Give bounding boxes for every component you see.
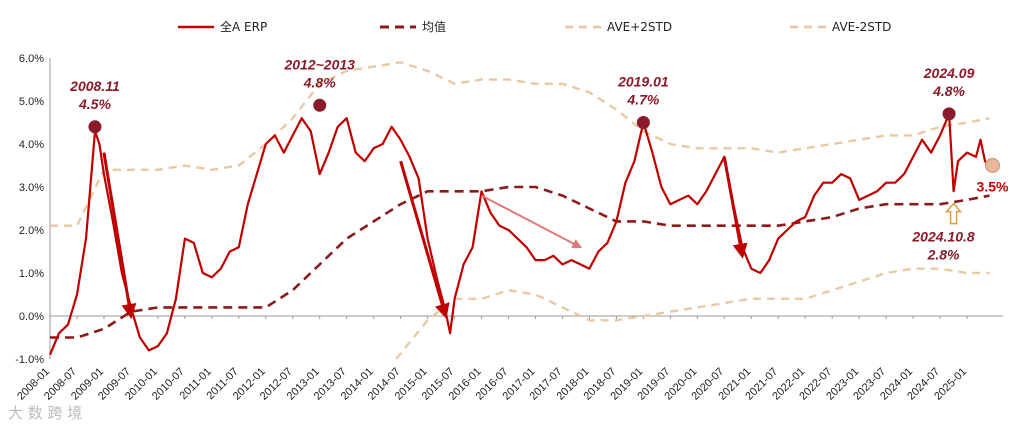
trend-arrow [399,160,450,319]
y-tick-label: 1.0% [19,268,44,280]
y-axis: -1.0% 0.0% 1.0% 2.0% 3.0% 4.0% 5.0% 6.0% [15,53,51,366]
legend-label: 均值 [422,19,446,34]
peak-marker [88,120,102,134]
x-axis: 2008-012008-072009-012009-072010-012010-… [15,315,1003,403]
peak-marker [942,107,956,121]
series-line [48,112,991,356]
peak-value-label: 4.5% [78,96,111,112]
peak-value-label: 4.8% [932,83,965,99]
trend-arrow [102,152,137,319]
legend-label: 全A ERP [220,19,267,34]
watermark: 大 数 跨 境 [8,404,82,422]
y-tick-label: 3.0% [19,182,44,194]
current-marker [985,158,1001,173]
y-tick-label: 4.0% [19,139,44,151]
series-layer [48,61,991,360]
peak-date-label: 2024.09 [923,65,975,81]
y-tick-label: 0.0% [19,311,44,323]
series-line [50,61,990,227]
legend-label: AVE+2STD [607,20,672,34]
trough-date-label: 2024.10.8 [911,229,974,245]
peak-marker [636,116,650,129]
series-line [395,267,990,360]
y-tick-label: 6.0% [19,53,44,65]
legend-label: AVE-2STD [832,20,891,34]
trend-arrow [722,156,748,259]
current-value-label: 3.5% [977,179,1009,195]
y-tick-label: 5.0% [19,96,44,108]
peak-date-label: 2019.01 [617,74,669,90]
trend-arrow [481,194,583,249]
legend: 全A ERP 均值 AVE+2STD AVE-2STD [178,19,891,34]
trough-arrow-icon [944,202,963,225]
peak-date-label: 2008.11 [69,78,120,94]
trough-value-label: 2.8% [927,247,960,263]
y-tick-label: -1.0% [15,354,44,366]
series-line [50,185,990,339]
annotations: 2008.11 4.5% 2012~2013 4.8% 2019.01 4.7% 2024.… [69,56,1009,262]
trend-arrows [102,152,748,319]
peak-date-label: 2012~2013 [283,56,355,72]
peak-value-label: 4.7% [626,92,659,108]
peak-value-label: 4.8% [303,74,336,90]
peak-marker [313,98,327,112]
y-tick-label: 2.0% [19,225,44,237]
